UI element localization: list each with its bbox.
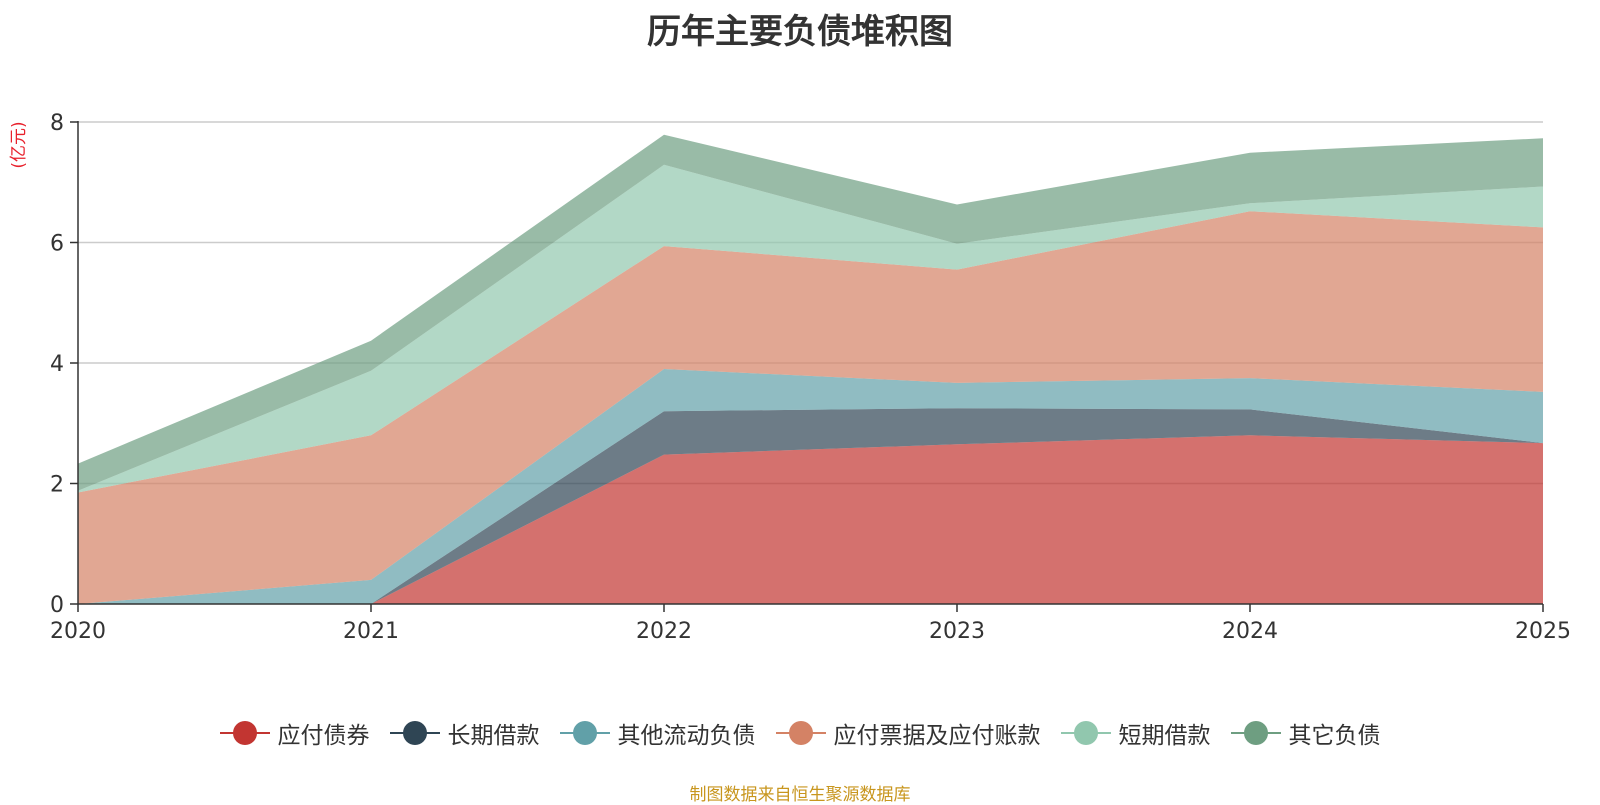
legend-label: 其他流动负债 <box>617 723 756 749</box>
area-series-3 <box>78 211 1543 604</box>
legend-marker-icon <box>1230 720 1281 746</box>
y-tick-label: 0 <box>50 593 64 618</box>
y-tick-label: 8 <box>50 111 64 136</box>
legend-label: 应付债券 <box>277 723 370 749</box>
area-series <box>78 134 1543 604</box>
y-tick-label: 6 <box>50 232 64 257</box>
area-series-1 <box>78 408 1543 604</box>
legend-item[interactable]: 短期借款 <box>1060 716 1211 750</box>
x-tick-label: 2025 <box>1515 619 1571 644</box>
legend-item[interactable]: 其他流动负债 <box>559 716 756 750</box>
legend-marker-icon <box>559 720 610 746</box>
legend-label: 长期借款 <box>447 723 540 749</box>
area-series-0 <box>78 435 1543 604</box>
legend-label: 其它负债 <box>1288 723 1381 749</box>
legend-item[interactable]: 其它负债 <box>1230 716 1381 750</box>
x-tick-label: 2022 <box>636 619 692 644</box>
area-series-5 <box>78 134 1543 491</box>
legend-marker-icon <box>389 720 440 746</box>
legend-label: 短期借款 <box>1118 723 1211 749</box>
x-tick-label: 2020 <box>50 619 106 644</box>
legend-label: 应付票据及应付账款 <box>833 723 1041 749</box>
legend-marker-icon <box>219 720 270 746</box>
legend-item[interactable]: 长期借款 <box>389 716 540 750</box>
area-series-4 <box>78 164 1543 493</box>
legend-marker-icon <box>775 720 826 746</box>
x-tick-label: 2023 <box>929 619 985 644</box>
x-tick-label: 2021 <box>343 619 399 644</box>
y-tick-label: 2 <box>50 473 64 498</box>
area-series-2 <box>78 369 1543 604</box>
legend-item[interactable]: 应付票据及应付账款 <box>775 716 1041 750</box>
y-tick-label: 4 <box>50 352 64 377</box>
y-axis-unit-label: (亿元) <box>9 121 29 168</box>
legend: 应付债券 长期借款 其他流动负债 应付票据及应付账款 短期借款 其它负债 <box>0 716 1600 750</box>
source-note: 制图数据来自恒生聚源数据库 <box>689 785 911 805</box>
axes: 0 2 4 6 8 2020 2021 2022 2023 2024 2025 <box>50 111 1571 644</box>
chart-title: 历年主要负债堆积图 <box>647 12 953 52</box>
legend-item[interactable]: 应付债券 <box>219 716 370 750</box>
legend-marker-icon <box>1060 720 1111 746</box>
x-tick-label: 2024 <box>1222 619 1278 644</box>
